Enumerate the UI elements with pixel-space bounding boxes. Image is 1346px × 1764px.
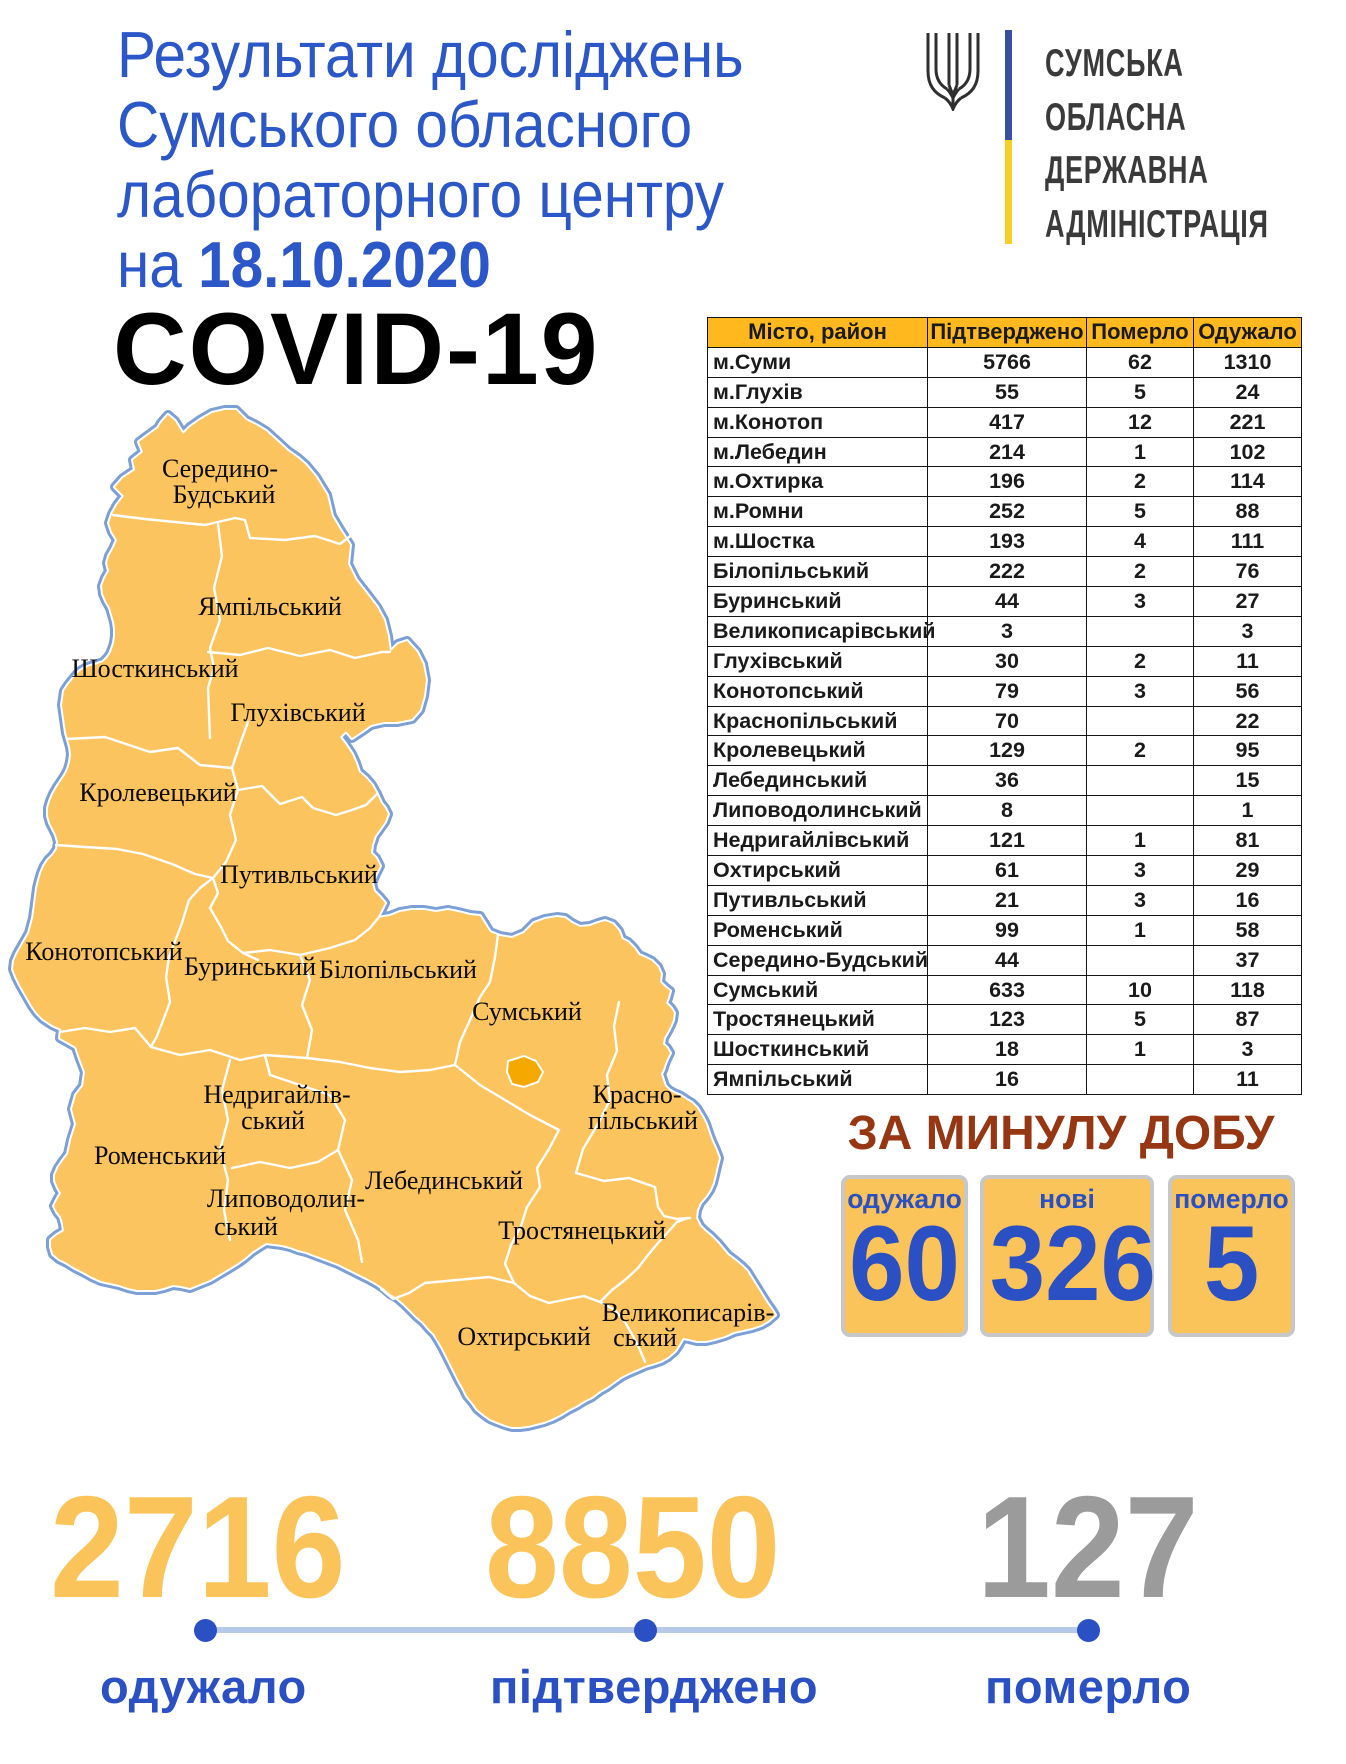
svg-text:Лебединський: Лебединський <box>365 1166 523 1195</box>
svg-text:Тростянецький: Тростянецький <box>498 1216 666 1245</box>
svg-text:Ямпільський: Ямпільський <box>198 592 342 621</box>
svg-text:Конотопський: Конотопський <box>25 937 182 966</box>
svg-text:Сумський: Сумський <box>472 997 582 1026</box>
svg-text:Красно-: Красно- <box>593 1080 682 1109</box>
svg-text:Середино-: Середино- <box>162 454 278 483</box>
svg-text:ський: ський <box>214 1212 278 1241</box>
svg-text:Охтирський: Охтирський <box>457 1322 590 1351</box>
svg-text:Недригайлів-: Недригайлів- <box>203 1080 350 1109</box>
svg-text:пільський: пільський <box>588 1106 698 1135</box>
svg-text:Будський: Будський <box>173 480 276 509</box>
svg-text:Роменський: Роменський <box>94 1141 226 1170</box>
svg-text:ський: ський <box>613 1323 677 1352</box>
svg-text:Шосткинський: Шосткинський <box>71 654 238 683</box>
svg-text:Кролевецький: Кролевецький <box>79 778 236 807</box>
svg-text:ський: ський <box>241 1106 305 1135</box>
svg-text:Путивльський: Путивльський <box>220 860 378 889</box>
svg-text:Білопільський: Білопільський <box>319 955 477 984</box>
svg-text:Великописарів-: Великописарів- <box>602 1298 774 1327</box>
svg-text:Буринський: Буринський <box>184 952 316 981</box>
svg-text:Липоводолин-: Липоводолин- <box>207 1184 365 1213</box>
svg-text:Глухівський: Глухівський <box>230 698 365 727</box>
